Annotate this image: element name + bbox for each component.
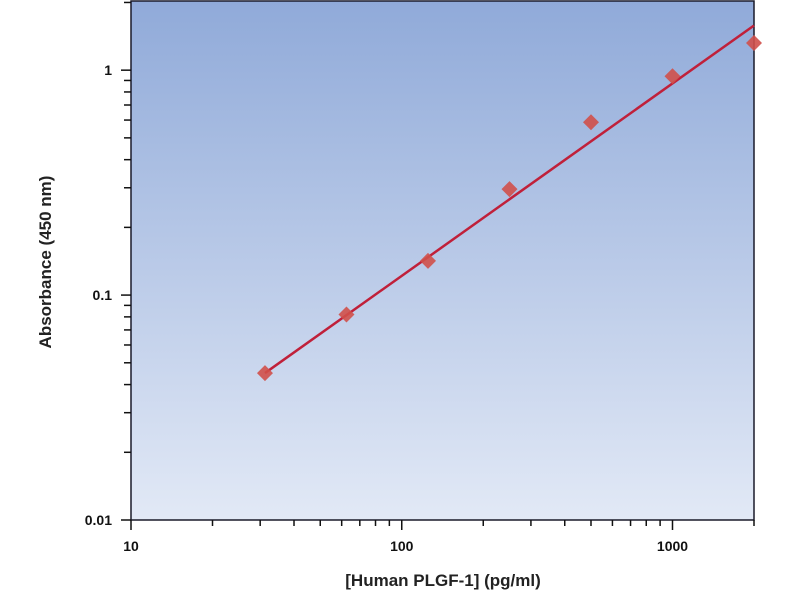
data-point <box>664 68 681 85</box>
y-tick-label: 0.01 <box>85 512 112 528</box>
data-point <box>746 35 762 52</box>
data-point <box>338 306 355 323</box>
data-point <box>419 252 436 269</box>
y-tick-label: 1 <box>104 62 112 78</box>
x-tick-label: 100 <box>390 538 414 554</box>
y-axis-label: Absorbance (450 nm) <box>36 176 55 349</box>
plot-area <box>130 0 755 521</box>
x-tick-label: 1000 <box>657 538 688 554</box>
y-tick-label: 0.1 <box>93 287 113 303</box>
x-tick-label: 10 <box>123 538 139 554</box>
data-point <box>256 365 273 382</box>
data-point <box>582 114 599 131</box>
x-axis-label: [Human PLGF-1] (pg/ml) <box>345 571 540 590</box>
data-point <box>501 181 518 198</box>
